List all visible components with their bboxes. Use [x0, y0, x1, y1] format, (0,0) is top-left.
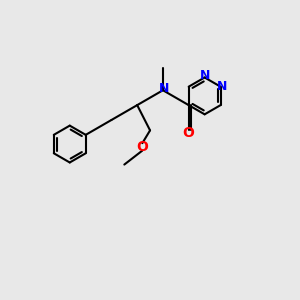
Text: N: N [217, 80, 227, 93]
Text: N: N [159, 82, 170, 95]
Text: N: N [200, 70, 210, 83]
Text: O: O [136, 140, 148, 154]
Text: O: O [183, 126, 195, 140]
